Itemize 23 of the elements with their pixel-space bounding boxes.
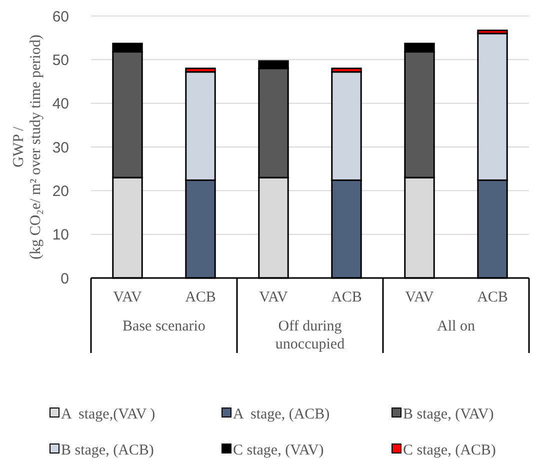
x-tick-label: VAV [259,289,288,306]
legend-label: A stage,(VAV ) [61,406,156,422]
y-tick-label: 30 [52,139,69,156]
y-tick-label: 50 [52,52,69,69]
x-tick-label: ACB [477,289,508,306]
x-tick-label: ACB [185,289,216,306]
legend-label: B stage, (ACB) [61,442,154,458]
x-tick-label: ACB [331,289,362,306]
y-tick-label: 10 [52,226,69,244]
text: Off during unoccupied [275,318,346,352]
text: Base scenario [122,318,206,334]
legend-label: C stage, (VAV) [233,442,324,458]
text: All on [437,318,476,334]
legend-label: B stage, (VAV) [403,406,494,422]
legend-label: C stage, (ACB) [403,442,496,458]
y-tick-label: 20 [52,182,69,200]
y-tick-label: 60 [52,8,69,26]
y-axis-title: GWP / (kg CO₂e/ m² over study time period) [10,34,44,260]
x-tick-label: VAV [113,289,142,306]
legend-label: A stage, (ACB) [233,406,330,422]
x-tick-label: VAV [405,289,434,306]
y-tick-label: 40 [52,96,69,113]
y-tick-label: 0 [60,270,69,288]
